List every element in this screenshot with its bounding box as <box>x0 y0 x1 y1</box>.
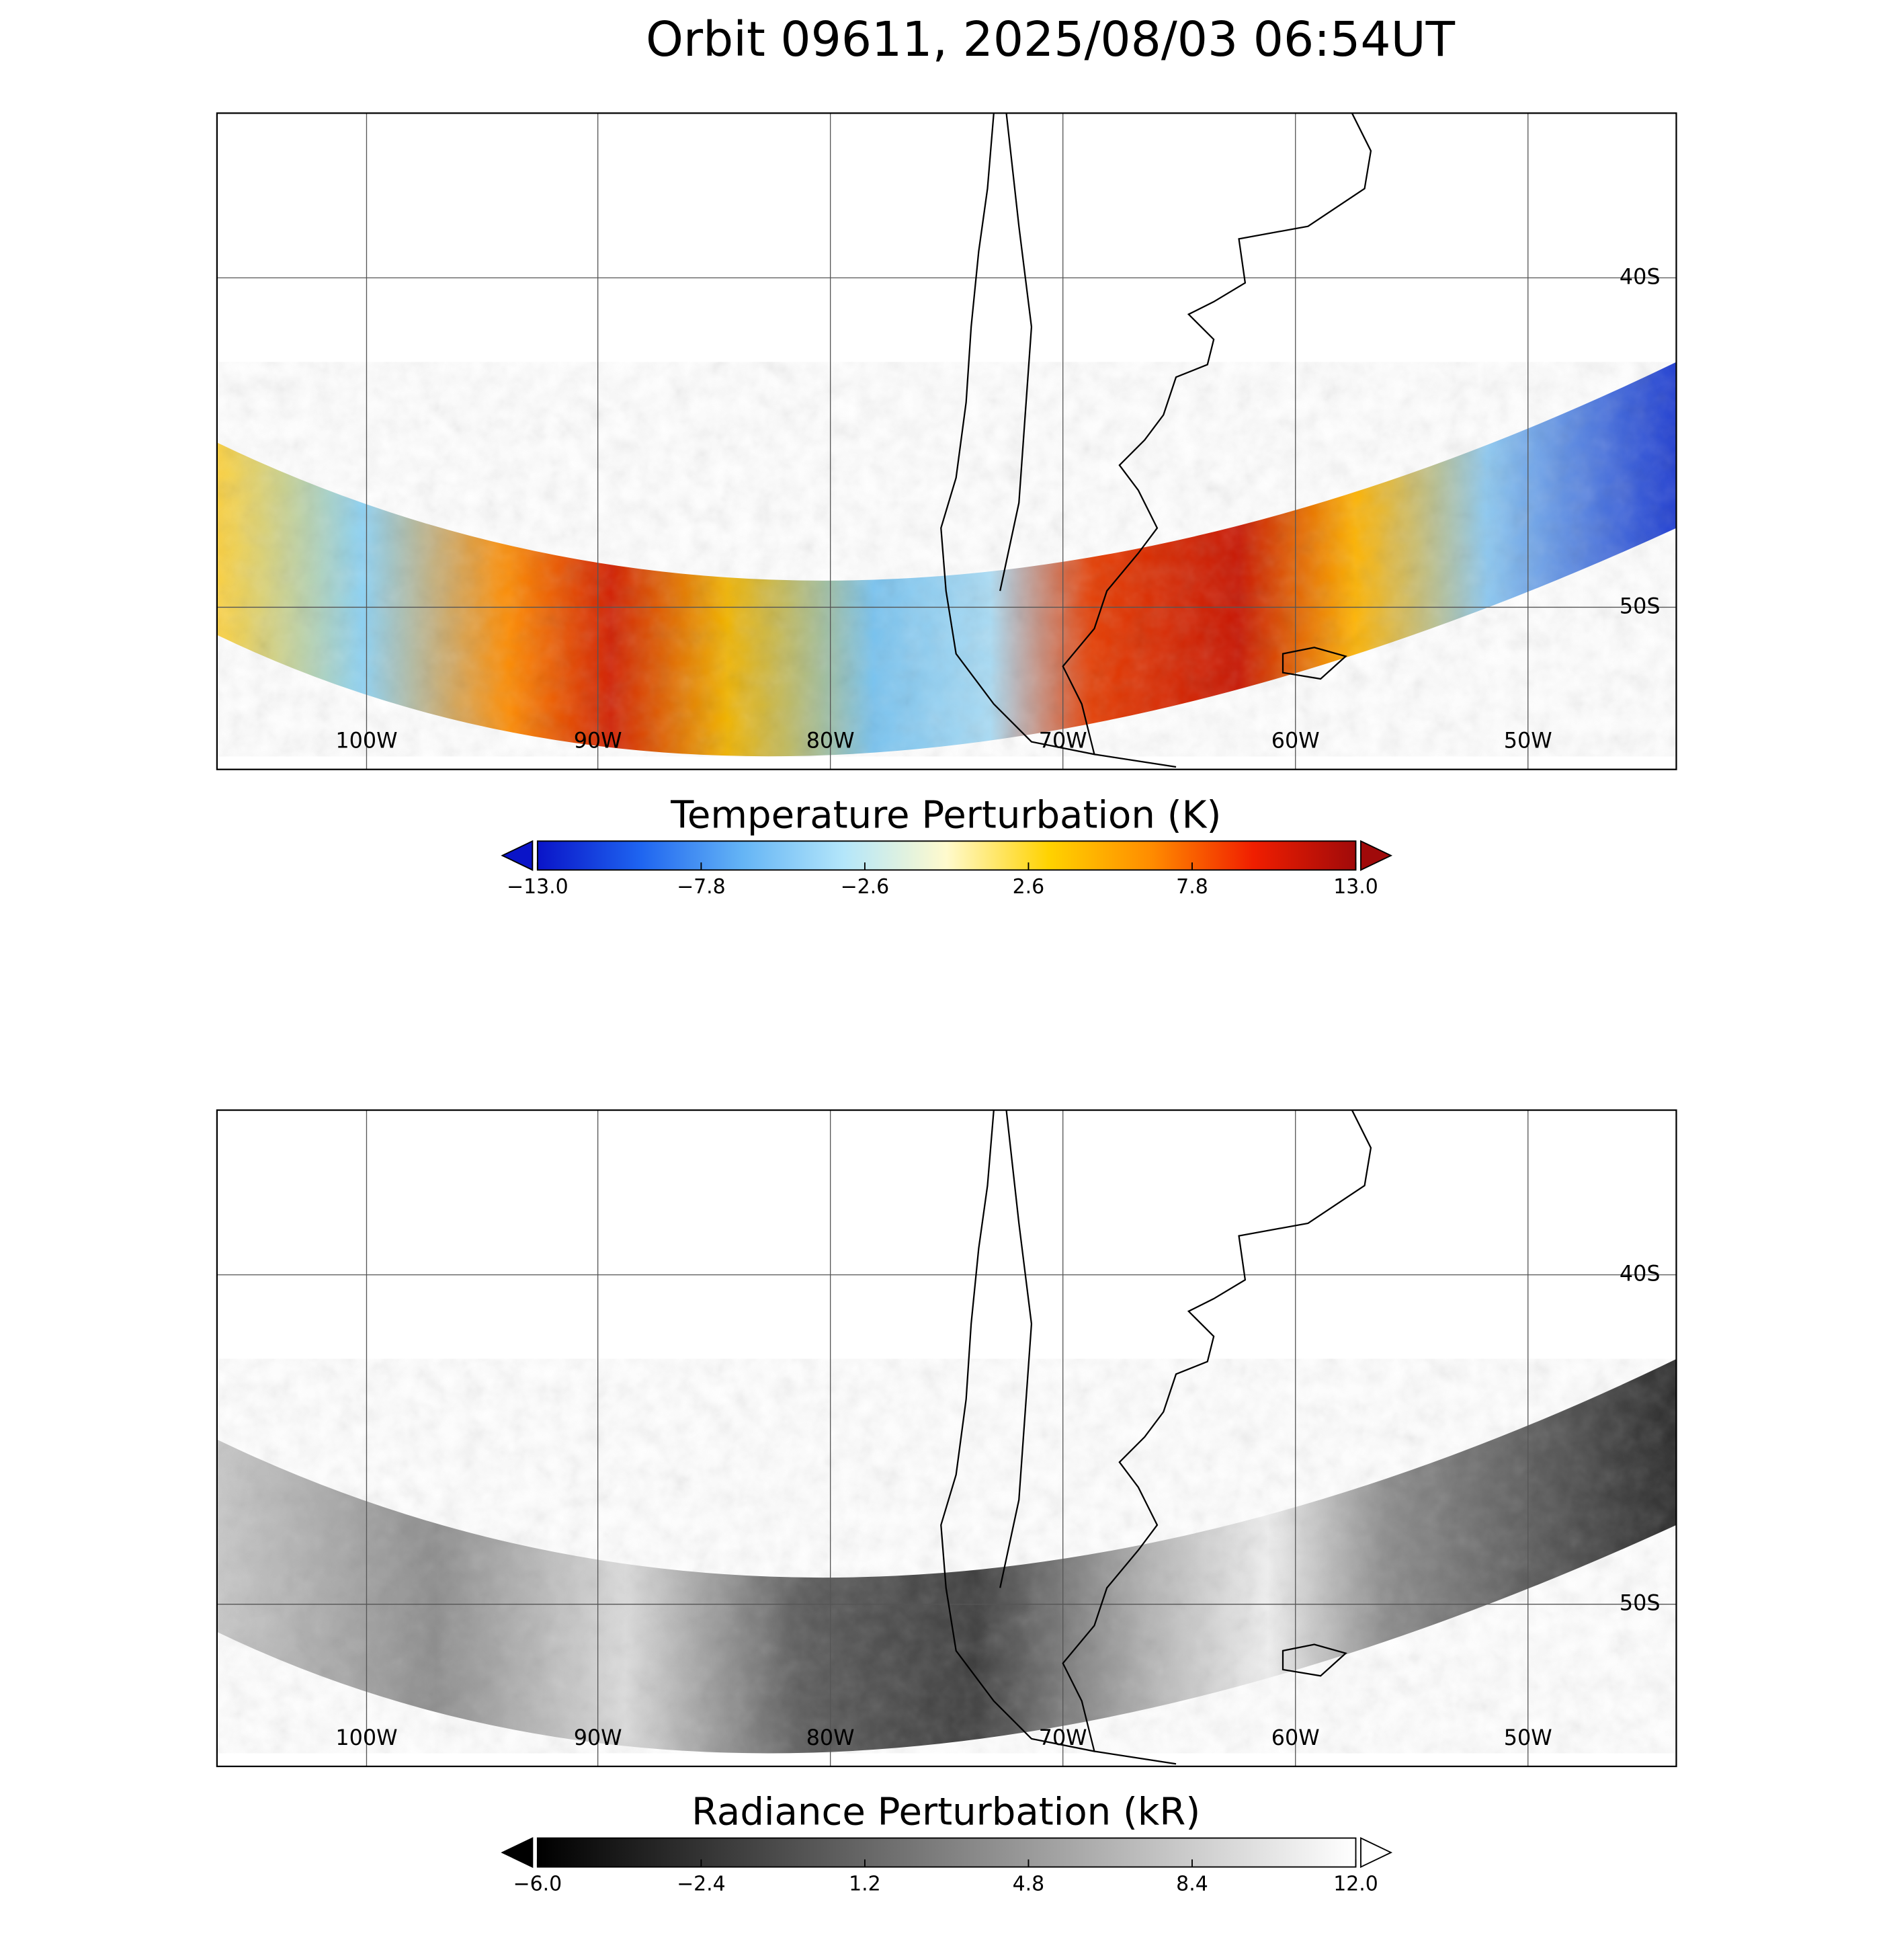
map-content <box>216 1110 1677 1766</box>
colorbar <box>536 840 1357 871</box>
swath-texture <box>216 362 1677 757</box>
title: Orbit 09611, 2025/08/03 06:54UT <box>646 11 1456 67</box>
lon-label: 100W <box>335 729 397 753</box>
map-panel: 100W 90W 80W 70W 60W 50W 40S 50S Temperature Per… <box>216 112 1677 899</box>
lon-label: 70W <box>1039 1725 1087 1750</box>
lon-label: 80W <box>806 1725 855 1750</box>
map-content <box>216 113 1677 770</box>
swath-texture <box>216 1358 1677 1754</box>
coastline <box>940 1110 1372 1765</box>
colorbar-extend-low <box>501 1837 534 1869</box>
colorbar-tick-label: −13.0 <box>507 875 569 899</box>
lon-label: 50W <box>1504 729 1552 753</box>
map-panel: 100W 90W 80W 70W 60W 50W 40S 50S Radiance Pertur… <box>216 1109 1677 1895</box>
colorbar-title: Radiance Perturbation (kR) <box>691 1791 1200 1834</box>
colorbar-tick-label: 1.2 <box>849 1872 881 1895</box>
lon-label: 90W <box>574 729 622 753</box>
panel-frame <box>216 112 1677 770</box>
colorbar-extend-high <box>1360 1837 1393 1869</box>
lat-label: 50S <box>1620 594 1661 618</box>
lon-label: 80W <box>806 729 855 753</box>
colorbar-tick-label: −2.6 <box>841 875 890 899</box>
colorbar-tick-label: 8.4 <box>1176 1872 1208 1895</box>
colorbar-tick-label: −2.4 <box>677 1872 726 1895</box>
lon-label: 70W <box>1039 729 1087 753</box>
lat-label: 50S <box>1620 1591 1661 1616</box>
colorbar-tick-label: 7.8 <box>1176 875 1208 899</box>
colorbar-extend-high <box>1360 840 1393 871</box>
lon-label: 50W <box>1504 1725 1552 1750</box>
colorbar-extend-low <box>501 840 534 871</box>
colorbar-tick-label: 2.6 <box>1013 875 1045 899</box>
panel-frame <box>216 1109 1677 1768</box>
colorbar-tick-label: −6.0 <box>513 1872 562 1895</box>
colorbar-tick-label: 4.8 <box>1013 1872 1045 1895</box>
lon-label: 60W <box>1271 729 1320 753</box>
colorbar <box>536 1837 1357 1868</box>
coastline <box>940 113 1372 768</box>
colorbar-tick-label: 12.0 <box>1333 1872 1378 1895</box>
colorbar-title: Temperature Perturbation (K) <box>670 793 1221 837</box>
lon-label: 60W <box>1271 1725 1320 1750</box>
lon-label: 90W <box>574 1725 622 1750</box>
lat-label: 40S <box>1620 1262 1661 1287</box>
colorbar-tick-label: −7.8 <box>677 875 726 899</box>
colorbar-tick-label: 13.0 <box>1333 875 1378 899</box>
lon-label: 100W <box>335 1725 397 1750</box>
lat-label: 40S <box>1620 264 1661 289</box>
